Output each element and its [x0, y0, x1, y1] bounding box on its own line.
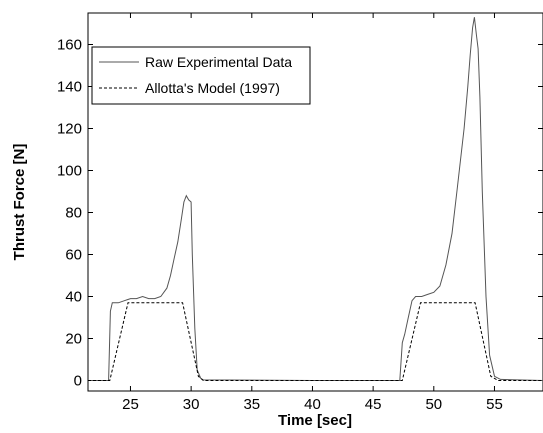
series-line-model — [88, 302, 543, 381]
y-tick-label: 140 — [57, 79, 82, 96]
y-axis-label: Thrust Force [N] — [11, 144, 28, 261]
y-tick-label: 20 — [65, 331, 82, 348]
y-tick-label: 100 — [57, 163, 82, 180]
y-tick-label: 60 — [65, 247, 82, 264]
x-tick-label: 30 — [183, 396, 200, 413]
x-tick-label: 35 — [243, 396, 260, 413]
y-tick-label: 120 — [57, 121, 82, 138]
legend-box — [91, 46, 311, 105]
legend-label-raw: Raw Experimental Data — [145, 54, 292, 70]
y-tick-label: 160 — [57, 37, 82, 54]
x-tick-label: 40 — [304, 396, 321, 413]
x-tick-label: 55 — [486, 396, 503, 413]
y-tick-label: 80 — [65, 205, 82, 222]
y-tick-label: 40 — [65, 289, 82, 306]
axis-tick-labels: 25 30 35 40 45 50 55 0 20 40 60 80 100 120 140 160 — [57, 37, 503, 414]
legend: Raw Experimental Data Allotta's Model (1… — [91, 46, 311, 105]
x-tick-label: 45 — [365, 396, 382, 413]
x-tick-label: 50 — [425, 396, 442, 413]
legend-label-model: Allotta's Model (1997) — [145, 80, 280, 96]
axis-ticks — [88, 13, 543, 391]
x-axis-label: Time [sec] — [278, 412, 352, 429]
series-layer — [88, 17, 543, 381]
y-tick-label: 0 — [74, 373, 82, 390]
x-tick-label: 25 — [122, 396, 139, 413]
series-line-raw-data — [88, 17, 543, 381]
